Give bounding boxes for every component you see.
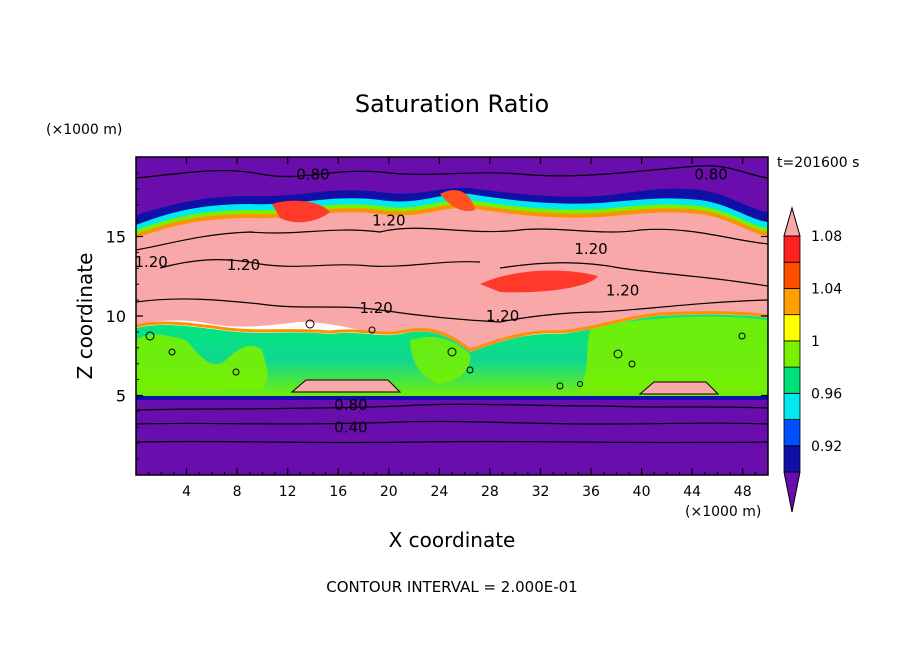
x-tick-label: 36 (582, 484, 600, 500)
colorbar-bin (783, 235, 801, 263)
yellow-green-cloud (136, 334, 268, 392)
y-unit-label: (×1000 m) (46, 122, 122, 138)
contour-label: 1.20 (359, 299, 392, 317)
contour-label: 1.20 (134, 253, 167, 271)
colorbar-bin (783, 366, 801, 394)
contour-label: 0.40 (334, 418, 367, 436)
colorbar-bin (783, 261, 801, 289)
colorbar-bottom-arrow (783, 471, 801, 513)
lower-dry-region (136, 400, 768, 475)
contour-label: 1.20 (227, 256, 260, 274)
y-axis: 5 10 15 (106, 172, 768, 460)
y-axis-label: Z coordinate (73, 253, 97, 380)
contour-labels: 0.80 0.80 1.20 1.20 1.20 1.20 1.20 1.20 1.20 0.80… (134, 165, 728, 436)
contour-label: 0.80 (694, 165, 727, 183)
contour-interval-footer: CONTOUR INTERVAL = 2.000E-01 (326, 578, 577, 596)
colorbar: 0.92 0.96 1 1.04 1.08 (783, 206, 842, 513)
x-tick-label: 32 (532, 484, 550, 500)
x-tick-label: 24 (430, 484, 448, 500)
x-tick-label: 20 (380, 484, 398, 500)
x-tick-label: 16 (329, 484, 347, 500)
colorbar-bin (783, 288, 801, 316)
contour-blobs (145, 319, 746, 390)
x-tick-label: 44 (683, 484, 701, 500)
yellow-green-cloud (580, 316, 768, 392)
contour-label: 0.80 (334, 396, 367, 414)
x-axis: 4 8 12 16 20 24 28 32 36 40 44 48 (148, 157, 756, 500)
colorbar-bin (783, 340, 801, 368)
x-tick-label: 4 (182, 484, 191, 500)
time-label: t=201600 s (777, 155, 859, 171)
contour-lines (136, 165, 768, 444)
x-tick-label: 12 (279, 484, 297, 500)
saturation-field: 0.80 0.80 1.20 1.20 1.20 1.20 1.20 1.20 1.20 0.80… (134, 157, 768, 475)
orange-fringe (136, 311, 768, 352)
colorbar-bin (783, 445, 801, 473)
colorbar-label: 0.92 (811, 439, 842, 455)
colorbar-bin (783, 392, 801, 420)
colorbar-bin (783, 314, 801, 342)
pink-lens (638, 381, 720, 395)
y-tick-label: 15 (106, 228, 126, 247)
x-tick-label: 8 (233, 484, 242, 500)
colorbar-label: 0.96 (811, 386, 842, 402)
chart-title: Saturation Ratio (355, 90, 549, 118)
red-patch (272, 200, 330, 223)
supersaturated-layer (136, 207, 768, 352)
y-tick-label: 5 (116, 387, 126, 406)
x-axis-label: X coordinate (389, 528, 516, 552)
contour-label: 1.20 (486, 307, 519, 325)
colorbar-label: 1.08 (811, 229, 842, 245)
x-tick-label: 40 (633, 484, 651, 500)
colorbar-label: 1 (811, 334, 820, 350)
x-tick-label: 28 (481, 484, 499, 500)
x-unit-label: (×1000 m) (685, 504, 761, 520)
pink-lens (290, 379, 402, 393)
contour-label: 1.20 (606, 282, 639, 300)
y-tick-label: 10 (106, 307, 126, 326)
red-patch (480, 270, 598, 293)
contour-label: 0.80 (296, 165, 329, 183)
contour-label: 1.20 (372, 212, 405, 230)
x-tick-label: 48 (734, 484, 752, 500)
yellow-green-cloud (410, 336, 471, 384)
colorbar-label: 1.04 (811, 281, 842, 297)
colorbar-bin (783, 419, 801, 447)
red-patch (440, 190, 475, 212)
colorbar-top-arrow (783, 206, 801, 237)
contour-label: 1.20 (574, 240, 607, 258)
